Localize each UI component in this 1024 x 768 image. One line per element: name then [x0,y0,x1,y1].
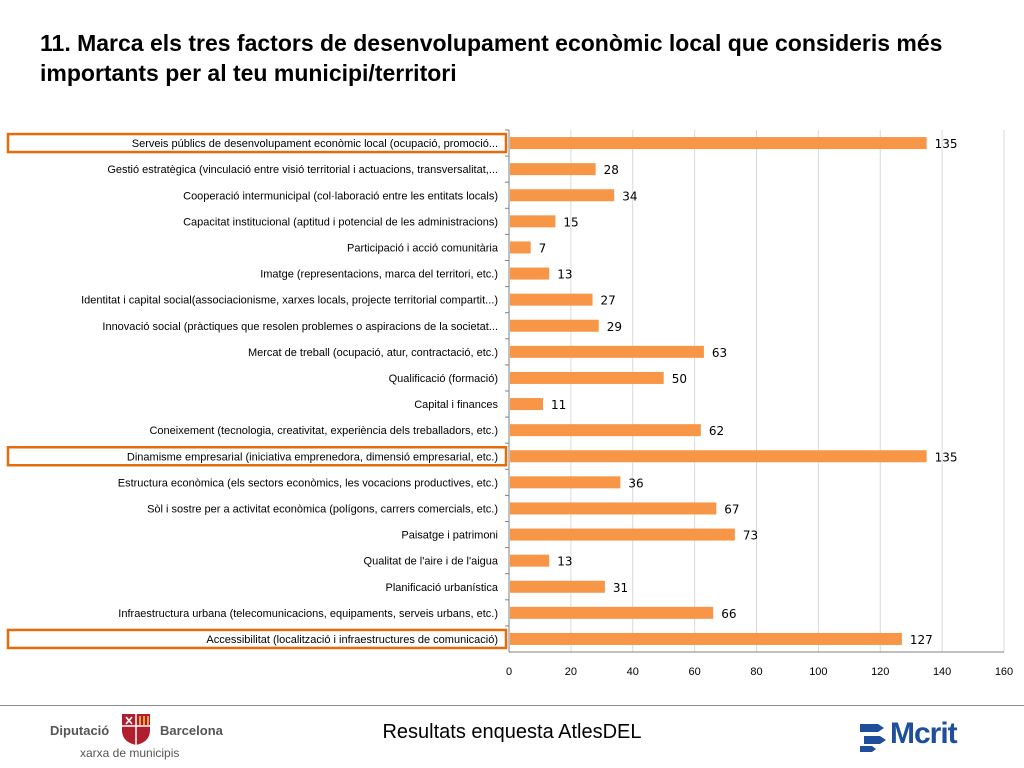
diputacio-barcelona-logo: Diputació Barcelona xarxa de municipis [50,710,240,765]
data-label: 73 [743,529,758,543]
category-label: Qualitat de l'aire i de l'aigua [364,556,499,568]
bar [510,554,550,567]
data-label: 127 [910,633,933,647]
footer-divider [0,705,1024,706]
data-label: 29 [607,320,622,334]
category-label: Serveis públics de desenvolupament econò… [132,138,498,150]
category-label: Coneixement (tecnologia, creativitat, ex… [149,425,498,437]
data-label: 36 [628,476,643,490]
mcrit-wordmark: Mcrit [890,717,958,750]
bar-chart: 0 20 40 60 80 100 120 140 160 Serveis públics de … [6,129,1013,678]
x-tick-label: 60 [689,666,701,678]
bar [510,528,735,541]
bar [510,137,927,150]
data-label: 15 [563,215,578,229]
bar [510,345,704,358]
data-label: 62 [709,424,724,438]
bar [510,476,621,489]
data-label: 135 [935,137,958,151]
data-label: 135 [935,450,958,464]
data-label: 31 [613,581,628,595]
bar [510,267,550,280]
highlight-box [6,132,508,154]
data-label: 34 [622,189,637,203]
data-label: 67 [724,502,739,516]
x-tick-label: 160 [995,666,1013,678]
bar [510,293,593,306]
bar [510,450,927,463]
bar [510,189,615,202]
bar [510,163,596,176]
x-tick-label: 80 [750,666,762,678]
highlight-box [6,628,508,650]
highlight-box [6,446,508,467]
category-label: Infraestructura urbana (telecomunicacion… [118,608,498,620]
x-tick-label: 100 [809,666,827,678]
x-tick-label: 40 [627,666,639,678]
category-label: Identitat i capital social(associacionis… [81,295,498,307]
data-label: 27 [601,294,616,308]
category-label: Planificació urbanística [385,582,498,594]
bar [510,215,556,228]
bar [510,319,599,332]
category-label: Imatge (representacions, marca del terri… [260,269,498,281]
data-label: 7 [539,241,547,255]
bar [510,371,664,384]
data-label: 13 [557,268,572,282]
x-tick-label: 120 [871,666,889,678]
category-label: Accessibilitat (localització i infraestr… [206,634,498,646]
x-tick-label: 20 [565,666,577,678]
category-label: Mercat de treball (ocupació, atur, contr… [248,347,498,359]
bar [510,424,701,437]
x-tick-label: 140 [933,666,951,678]
category-label: Capital i finances [414,399,498,411]
footer-caption: Resultats enquesta AtlesDEL [382,721,642,743]
bar [510,398,544,411]
bar [510,241,531,254]
bar [510,606,714,619]
category-label: Qualificació (formació) [389,373,498,385]
category-label: Estructura econòmica (els sectors econòm… [118,477,498,489]
category-label: Dinamisme empresarial (iniciativa empren… [127,451,498,463]
bar [510,580,605,593]
category-label: Innovació social (pràctiques que resolen… [102,321,498,333]
category-label: Participació i acció comunitària [347,242,499,254]
category-label: Sòl i sostre per a activitat econòmica (… [147,503,498,515]
category-label: Paisatge i patrimoni [401,530,498,542]
coat-of-arms-icon [122,714,150,745]
category-label: Cooperació intermunicipal (col·laboració… [183,190,498,202]
bar [510,502,717,515]
bar [510,632,902,645]
data-label: 63 [712,346,727,360]
data-label: 28 [604,163,619,177]
logo-word-barcelona: Barcelona [160,723,223,738]
data-label: 50 [672,372,687,386]
mcrit-logo: Mcrit [858,716,978,756]
logo-word-diputacio: Diputació [50,723,110,738]
data-label: 13 [557,555,572,569]
logo-subtitle: xarxa de municipis [80,746,180,760]
data-label: 66 [721,607,736,621]
data-label: 11 [551,398,566,412]
x-tick-label: 0 [506,666,512,678]
category-label: Gestió estratègica (vinculació entre vis… [107,164,498,176]
arrows-icon [860,724,886,752]
category-label: Capacitat institucional (aptitud i poten… [183,216,498,228]
slide-title: 11. Marca els tres factors de desenvolup… [40,30,943,86]
